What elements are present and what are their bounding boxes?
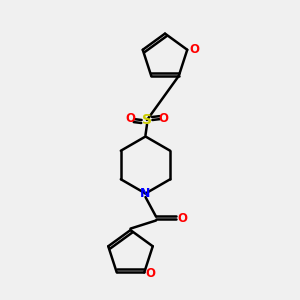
Text: O: O — [177, 212, 187, 226]
Text: O: O — [125, 112, 136, 125]
Text: S: S — [142, 113, 152, 127]
Text: O: O — [158, 112, 169, 125]
Text: O: O — [146, 267, 156, 280]
Text: O: O — [189, 43, 200, 56]
Text: N: N — [140, 187, 151, 200]
